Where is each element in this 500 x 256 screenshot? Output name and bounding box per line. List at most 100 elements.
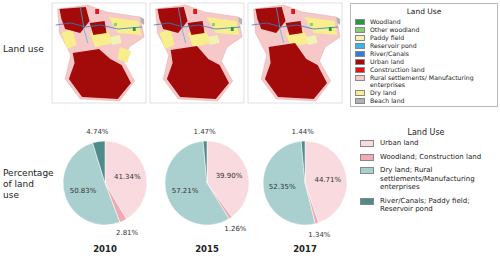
legend-label: Urban land [370,58,493,65]
legend-entry: Urban land [360,139,492,148]
data-label: 1.47% [193,128,216,136]
map-patch [256,7,286,33]
map-patch [140,17,144,25]
legend-swatch [360,140,374,147]
map-region [254,5,341,101]
legend-entry: Other woodland [355,26,493,33]
legend-entry: Dry land [355,89,493,96]
map-patch [193,9,197,14]
legend-swatch [355,35,365,41]
pie-year: 2015 [195,244,219,254]
land-use-map [248,3,342,103]
map-patch [336,17,340,25]
pie-slice [203,141,207,183]
map-patch [310,23,313,26]
map-river [252,23,338,29]
legend-label: Woodland [370,18,493,25]
legend-swatch [355,98,365,104]
legend-entry: River/Canals; Paddy field; Reservoir pon… [360,197,492,214]
legend-swatch [355,67,365,73]
map-patch [265,43,327,99]
legend-label: Beach land [370,97,493,104]
pie-slice [165,141,229,225]
legend-swatch [355,27,365,33]
legend-swatch [355,43,365,49]
map-patch [188,21,205,35]
map-frame [248,3,342,103]
data-label: 1.34% [308,231,331,239]
legend-swatch [355,19,365,25]
legend-entry: Urban land [355,58,493,65]
legend-swatch [355,75,365,81]
map-patch [61,29,76,49]
legend-label: Other woodland [370,26,493,33]
land-use-map [52,3,146,103]
data-label: 44.71% [314,176,341,184]
map-patch [90,21,107,35]
pie [263,141,347,225]
legend-swatch [360,167,374,174]
map-river [178,7,186,43]
data-label: 50.83% [70,187,97,195]
data-label: 2.81% [116,229,139,237]
map-patch [304,17,337,35]
map-legend: Land UseWoodlandOther woodlandPaddy fiel… [350,3,498,107]
pie-legend: Land Use Urban land Woodland; Construction… [356,124,496,242]
pie-slice [93,141,105,183]
data-label: 1.26% [224,225,247,233]
legend-entry: Dry land; Rural settlements/Manufacturin… [360,166,492,192]
map-patch [110,35,121,45]
legend-label: Reservoir pond [370,42,493,49]
pie-slice [63,143,120,225]
legend-label: Urban land [380,139,492,148]
map-patch [306,35,317,45]
legend-entry: Rural settlements/ Manufacturing enterpr… [355,74,493,88]
legend-entry: Construction land [355,66,493,73]
legend-swatch [355,90,365,96]
pie-year: 2017 [293,244,317,254]
row-label: Land use [3,44,49,54]
map-patch [118,47,131,63]
map-patch [108,17,141,35]
map-patch [208,35,219,45]
pie-slice [263,141,315,225]
map-frame [150,3,244,103]
legend-title: Land Use [360,128,492,137]
map-river [80,7,88,43]
legend-swatch [360,198,374,205]
data-label: 4.74% [86,128,109,136]
data-label: 41.34% [114,173,141,181]
data-label: 39.90% [216,172,243,180]
legend-label: Construction land [370,66,493,73]
legend-swatch [355,51,365,57]
pie-year: 2010 [93,244,117,254]
pie [63,141,147,225]
map-river [56,23,142,29]
pie-slice [301,141,305,183]
row-label: Percentage of land use [3,168,51,201]
map-region [156,5,243,101]
data-label: 1.44% [292,128,315,136]
map-patch [114,23,117,26]
map-patch [60,7,90,33]
map-frame [52,3,146,103]
legend-label: Rural settlements/ Manufacturing enterpr… [370,74,493,88]
data-label: 52.35% [269,183,296,191]
legend-entry: Reservoir pond [355,42,493,49]
map-patch [286,21,303,35]
map-patch [206,17,239,35]
legend-label: River/Canals [370,50,493,57]
map-patch [69,49,131,99]
map-patch [238,17,242,25]
data-label: 57.21% [172,187,199,195]
legend-entry: Beach land [355,97,493,104]
map-region [58,5,145,101]
legend-entry: Woodland [355,18,493,25]
legend-label: Dry land [370,89,493,96]
legend-label: Woodland; Construction land [380,153,492,162]
legend-title: Land Use [355,7,493,16]
legend-label: Dry land; Rural settlements/Manufacturin… [380,166,492,192]
legend-swatch [360,154,374,161]
land-use-map [150,3,244,103]
map-patch [158,7,188,33]
